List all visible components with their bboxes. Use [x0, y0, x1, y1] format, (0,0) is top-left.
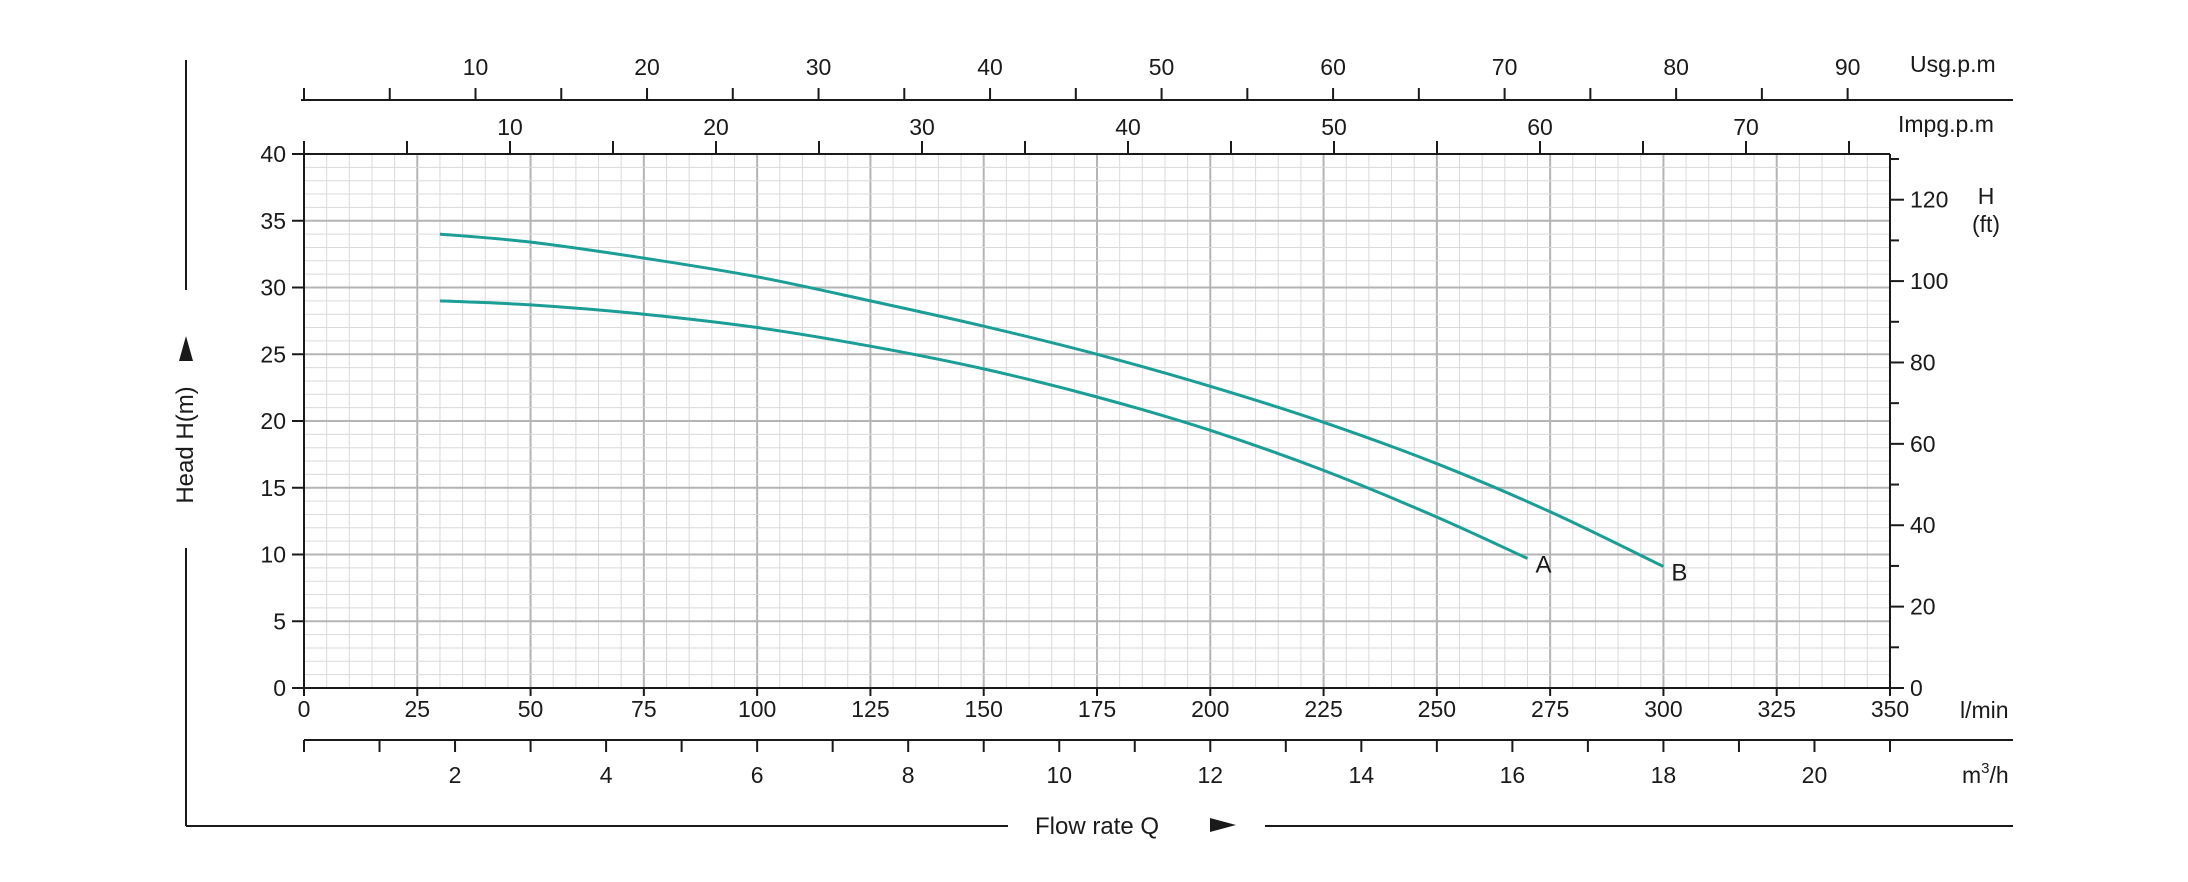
m3h-unit-base: m [1962, 762, 1981, 788]
m3h-tick-label: 20 [1802, 762, 1828, 788]
y-direction-arrow-icon [179, 336, 193, 361]
y-tick-label: 20 [260, 408, 286, 434]
x-tick-label: 25 [404, 696, 430, 722]
x-tick-label: 325 [1758, 696, 1796, 722]
y-tick-label: 30 [260, 275, 286, 301]
m3h-tick-label: 12 [1197, 762, 1223, 788]
y-tick-label: 25 [260, 341, 286, 367]
x-tick-label: 175 [1078, 696, 1116, 722]
m3h-unit-sup: 3 [1981, 760, 1989, 777]
x-direction-arrow-icon [1210, 818, 1236, 832]
right-ft-tick-label: 0 [1910, 675, 1923, 701]
usgpm-tick-label: 20 [634, 54, 660, 80]
curve-b [439, 232, 1665, 568]
x-tick-label: 75 [631, 696, 657, 722]
x-tick-label: 350 [1871, 696, 1909, 722]
y-tick-label: 35 [260, 208, 286, 234]
right-ft-tick-label: 60 [1910, 431, 1936, 457]
x-axis-title: Flow rate Q [1035, 813, 1159, 840]
curve-label-a: A [1535, 552, 1551, 579]
usgpm-tick-label: 40 [977, 54, 1003, 80]
usgpm-tick-label: 60 [1320, 54, 1346, 80]
right-axis-title-line2: (ft) [1972, 211, 2000, 237]
impgpm-tick-label: 40 [1115, 114, 1141, 140]
m3h-tick-label: 4 [600, 762, 613, 788]
m3h-tick-label: 14 [1349, 762, 1375, 788]
plot-grid [303, 153, 1891, 689]
y-tick-label: 15 [260, 475, 286, 501]
usgpm-tick-label: 50 [1149, 54, 1175, 80]
impgpm-tick-label: 10 [497, 114, 523, 140]
curve-label-b: B [1671, 560, 1687, 587]
top-usgpm-unit-label: Usg.p.m [1910, 51, 1996, 77]
m3h-tick-label: 16 [1500, 762, 1526, 788]
usgpm-tick-label: 90 [1835, 54, 1861, 80]
x-tick-label: 150 [965, 696, 1003, 722]
impgpm-tick-label: 50 [1321, 114, 1347, 140]
right-axis-title-line1: H [1978, 183, 1995, 209]
right-ft-tick-label: 120 [1910, 187, 1948, 213]
impgpm-tick-label: 20 [703, 114, 729, 140]
impgpm-tick-label: 70 [1733, 114, 1759, 140]
y-tick-label: 10 [260, 542, 286, 568]
m3h-tick-label: 6 [751, 762, 764, 788]
usgpm-tick-label: 80 [1663, 54, 1689, 80]
bottom-m3h-unit-label: m3/h [1962, 760, 2009, 788]
x-tick-label: 250 [1418, 696, 1456, 722]
x-tick-label: 100 [738, 696, 776, 722]
m3h-unit-tail: /h [1990, 762, 2009, 788]
x-tick-label: 300 [1644, 696, 1682, 722]
usgpm-tick-label: 10 [463, 54, 489, 80]
x-tick-label: 125 [851, 696, 889, 722]
right-ft-tick-label: 100 [1910, 268, 1948, 294]
top-impgpm-unit-label: Impg.p.m [1898, 111, 1994, 137]
y-axis-title: Head H(m) [172, 386, 199, 503]
right-ft-tick-label: 40 [1910, 512, 1936, 538]
usgpm-tick-label: 30 [806, 54, 832, 80]
m3h-tick-label: 2 [449, 762, 462, 788]
m3h-tick-label: 10 [1046, 762, 1072, 788]
m3h-tick-label: 18 [1651, 762, 1677, 788]
x-tick-label: 275 [1531, 696, 1569, 722]
y-tick-label: 0 [273, 675, 286, 701]
m3h-tick-label: 8 [902, 762, 915, 788]
right-ft-tick-label: 80 [1910, 349, 1936, 375]
x-tick-label: 200 [1191, 696, 1229, 722]
x-tick-label: 225 [1304, 696, 1342, 722]
x-axis-unit-label: l/min [1960, 697, 2009, 723]
y-tick-label: 40 [260, 141, 286, 167]
x-tick-label: 50 [518, 696, 544, 722]
x-tick-label: 0 [298, 696, 311, 722]
curve-a [439, 299, 1529, 560]
y-tick-label: 5 [273, 608, 286, 634]
usgpm-tick-label: 70 [1492, 54, 1518, 80]
right-ft-tick-label: 20 [1910, 594, 1936, 620]
impgpm-tick-label: 60 [1527, 114, 1553, 140]
impgpm-tick-label: 30 [909, 114, 935, 140]
